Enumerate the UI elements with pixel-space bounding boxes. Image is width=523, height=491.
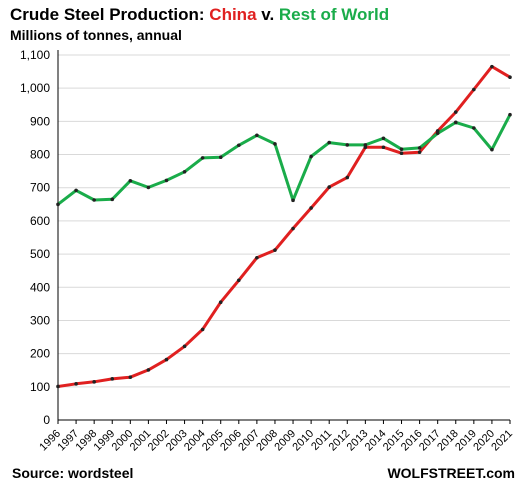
series-line-china [56,65,512,388]
data-point-china [200,327,205,332]
data-point-rest-of-world [309,154,313,159]
axes [57,50,510,421]
data-point-rest-of-world [255,133,259,138]
title-china: China [209,5,257,24]
data-point-rest-of-world [363,143,368,147]
data-point-rest-of-world [237,143,241,148]
data-point-china [218,300,223,305]
data-point-rest-of-world [56,202,60,207]
y-tick-label: 400 [30,280,50,294]
title-prefix: Crude Steel Production: [10,5,210,24]
data-point-rest-of-world [472,126,476,130]
data-point-rest-of-world [200,156,205,160]
data-point-china [508,75,512,80]
y-tick-label: 800 [30,148,50,162]
data-point-rest-of-world [327,140,332,145]
data-point-rest-of-world [218,155,223,159]
y-tick-label: 200 [30,347,50,361]
data-point-china [56,384,60,389]
data-point-china [399,151,404,156]
data-point-china [345,175,350,180]
data-point-china [327,185,332,189]
source-note: Source: wordsteel [12,465,134,481]
title-mid: v. [256,5,279,24]
data-point-china [128,375,133,379]
data-point-china [237,278,241,283]
x-tick-label: 2021 [489,428,515,454]
data-point-china [74,382,78,386]
data-point-china [472,87,476,92]
y-axis-ticks: 0 100 200 300 400 500 600 700 800 900 1,000 1,100 [20,48,50,427]
data-point-rest-of-world [417,146,422,150]
data-point-rest-of-world [490,147,494,152]
series-lines [56,65,512,388]
data-point-china [381,145,386,150]
data-point-rest-of-world [182,170,187,174]
data-point-china [146,368,151,372]
data-point-china [182,344,187,349]
data-point-rest-of-world [128,178,133,183]
data-point-rest-of-world [273,142,277,146]
y-tick-label: 900 [30,114,50,128]
data-point-china [291,226,295,231]
x-axis-ticks: 1996199719981999200020012002200320042005… [37,420,515,453]
data-point-china [164,357,169,362]
gridlines [58,54,510,388]
series-markers [56,64,512,389]
data-point-china [490,64,494,69]
data-point-china [273,248,277,252]
data-point-rest-of-world [381,136,386,141]
data-point-rest-of-world [92,198,96,202]
data-point-rest-of-world [399,147,404,152]
data-point-rest-of-world [146,185,151,190]
data-point-rest-of-world [453,120,458,125]
y-tick-label: 500 [30,247,50,261]
title-rest-of-world: Rest of World [278,5,390,24]
y-tick-label: 700 [30,181,50,195]
y-tick-label: 300 [30,313,50,327]
data-point-rest-of-world [74,188,78,193]
data-point-china [453,110,458,114]
data-point-rest-of-world [291,198,295,203]
y-tick-label: 600 [30,214,50,228]
data-point-rest-of-world [435,131,440,136]
data-point-rest-of-world [164,178,169,183]
y-tick-label: 100 [30,380,50,394]
data-point-china [309,206,313,210]
data-point-rest-of-world [345,143,350,147]
y-tick-label: 1,000 [20,81,50,95]
series-line-rest-of-world [56,113,512,206]
data-point-china [417,150,422,155]
data-point-china [255,255,259,260]
data-point-rest-of-world [508,112,512,117]
data-point-china [110,377,115,381]
chart-subtitle: Millions of tonnes, annual [10,27,182,43]
data-point-rest-of-world [110,197,115,202]
y-tick-label: 1,100 [20,48,50,62]
data-point-china [92,380,96,384]
chart-title: Crude Steel Production: China v. Rest of… [10,5,389,25]
site-credit: WOLFSTREET.com [387,465,515,481]
y-tick-label: 0 [43,413,50,427]
